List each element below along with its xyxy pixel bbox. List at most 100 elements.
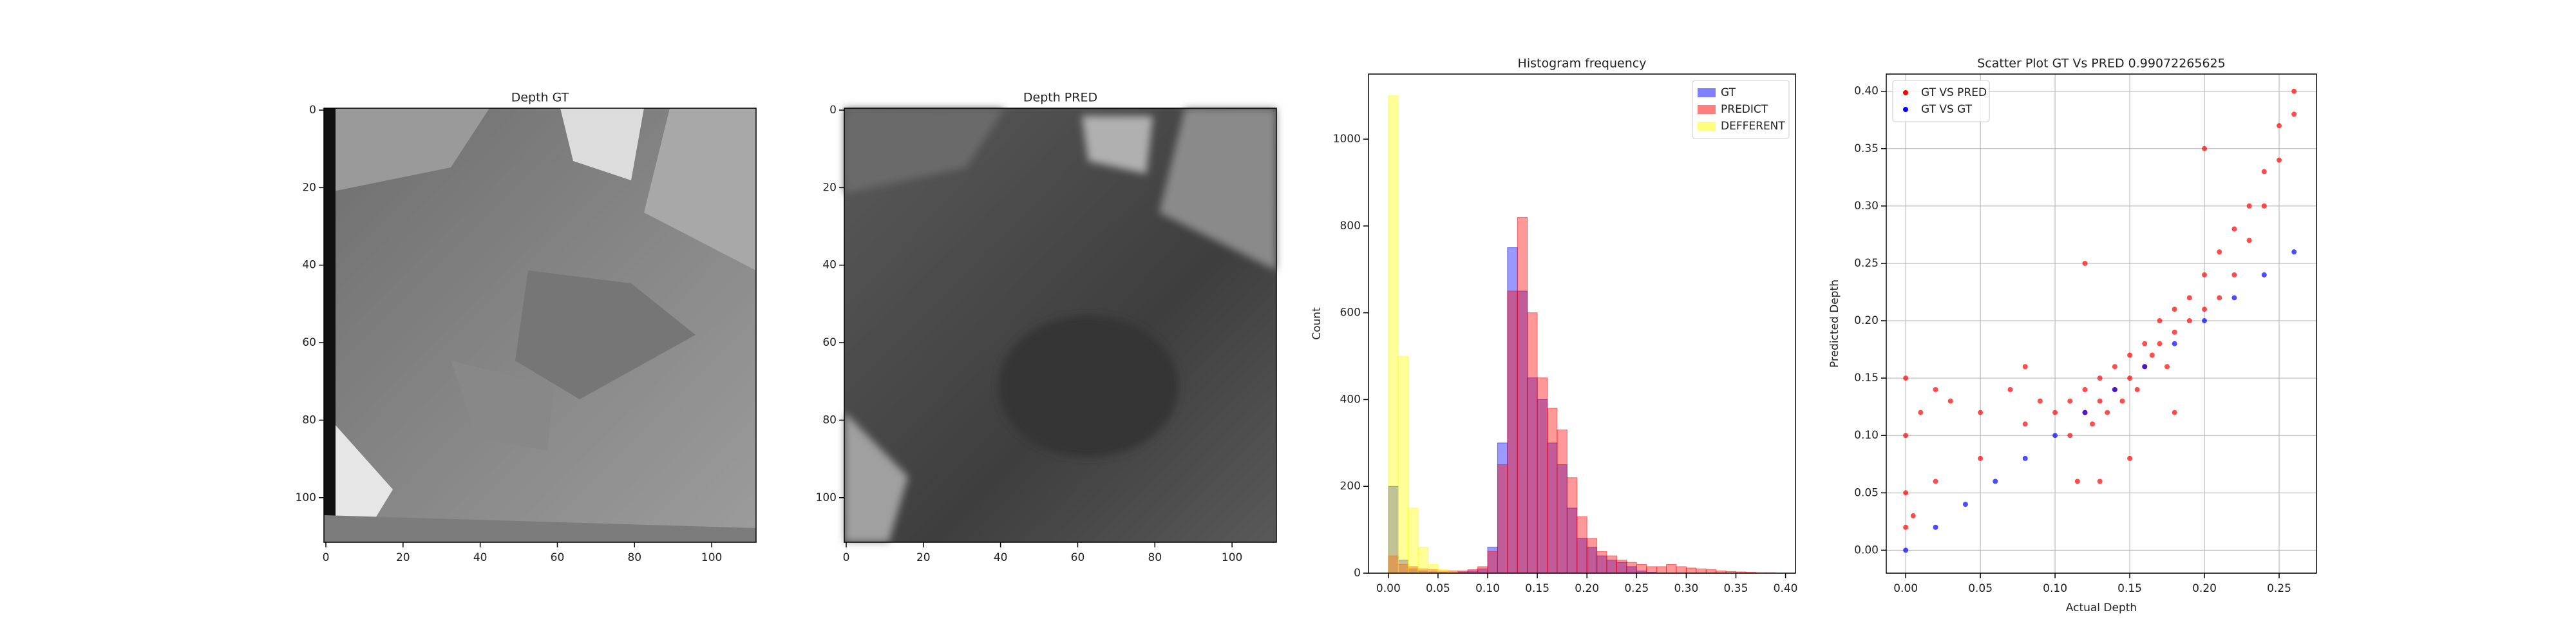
scatter-point	[2127, 455, 2133, 461]
histogram-bar	[1596, 551, 1607, 574]
x-tick-label: 0.20	[1575, 582, 1599, 595]
scatter-point	[2097, 478, 2103, 484]
scatter-point	[2231, 226, 2237, 232]
x-tick-label: 0.25	[1624, 582, 1649, 595]
scatter-point	[2007, 386, 2013, 392]
scatter-point	[2186, 318, 2192, 324]
scatter-point	[2082, 410, 2088, 415]
x-tick-label: 80	[627, 551, 641, 564]
legend-label: GT VS PRED	[1921, 86, 1987, 99]
y-tick-label: 80	[302, 413, 316, 426]
x-tick-label: 100	[1222, 551, 1242, 564]
scatter-point	[2052, 433, 2058, 439]
scatter-point	[2291, 111, 2297, 117]
scatter-point	[2022, 364, 2028, 370]
y-tick-label: 0	[829, 104, 837, 117]
legend-marker	[1903, 90, 1908, 95]
scatter-point	[1903, 433, 1909, 439]
histogram-bar	[1408, 507, 1419, 574]
histogram-bar	[1477, 566, 1488, 574]
scatter-point	[2105, 410, 2110, 415]
y-tick-label: 20	[822, 181, 837, 194]
scatter-point	[2172, 307, 2177, 312]
y-tick-label: 400	[1340, 393, 1361, 406]
x-tick-label: 0.00	[1893, 582, 1918, 595]
scatter-point	[1947, 398, 1953, 404]
x-tick-label: 0.10	[1475, 582, 1500, 595]
y-axis-label: Count	[1311, 307, 1323, 340]
scatter-point	[2127, 352, 2133, 358]
scatter-point	[2067, 398, 2073, 404]
axes-frame	[844, 108, 1277, 543]
scatter-point	[2112, 364, 2117, 370]
axes-frame	[323, 108, 757, 543]
scatter-point	[2202, 272, 2208, 278]
legend-box	[1692, 80, 1790, 139]
histogram-bar	[1577, 516, 1587, 574]
scatter-point	[2291, 88, 2297, 94]
legend-label: PREDICT	[1721, 103, 1768, 116]
scatter-point	[2172, 341, 2177, 346]
chart-title: Depth PRED	[1023, 91, 1097, 105]
histogram-bar	[1487, 551, 1498, 574]
histogram-bar	[1527, 312, 1538, 574]
axes-frame	[1886, 73, 2317, 574]
x-tick-label: 0.15	[2117, 582, 2142, 595]
scatter-point	[2217, 295, 2222, 301]
histogram-bar	[1497, 464, 1508, 574]
scatter-point	[1933, 478, 1938, 484]
scatter-point	[2134, 386, 2140, 392]
y-tick-label: 100	[296, 491, 316, 504]
histogram-bar	[1685, 567, 1697, 574]
y-tick-label: 0.40	[1854, 85, 1879, 98]
scatter-point	[2157, 341, 2163, 346]
y-tick-label: 40	[302, 259, 316, 272]
x-tick-label: 60	[551, 551, 565, 564]
scatter-point	[2022, 455, 2028, 461]
histogram-bar	[1537, 377, 1548, 574]
histogram-bar	[1417, 547, 1429, 574]
scatter-point	[1978, 410, 1984, 415]
legend-marker	[1903, 107, 1908, 112]
scatter-point	[2142, 364, 2148, 370]
y-tick-label: 100	[816, 491, 837, 504]
x-tick-label: 0.40	[1774, 582, 1798, 595]
scatter-point	[1993, 478, 1998, 484]
scatter-point	[1903, 490, 1909, 496]
histogram-bar	[1566, 477, 1578, 574]
x-tick-label: 0.25	[2267, 582, 2291, 595]
legend-patch	[1698, 122, 1716, 131]
chart-title: Scatter Plot GT Vs PRED 0.99072265625	[1977, 57, 2226, 71]
y-tick-label: 0	[309, 104, 316, 117]
y-tick-label: 80	[822, 413, 837, 426]
scatter-point	[2097, 398, 2103, 404]
scatter-point	[2231, 295, 2237, 301]
y-tick-label: 0.35	[1854, 142, 1879, 155]
scatter-point	[2090, 421, 2096, 427]
histogram-bar	[1636, 564, 1647, 574]
x-tick-label: 40	[994, 551, 1008, 564]
depth-gt-image	[324, 108, 756, 542]
y-tick-label: 0.20	[1854, 314, 1879, 327]
y-tick-label: 0.15	[1854, 372, 1879, 384]
x-tick-label: 80	[1148, 551, 1162, 564]
scatter-point	[1978, 455, 1984, 461]
x-tick-label: 0.30	[1674, 582, 1698, 595]
scatter-point	[2172, 329, 2177, 335]
x-tick-label: 0.35	[1724, 582, 1748, 595]
x-tick-label: 100	[701, 551, 722, 564]
x-tick-label: 0.20	[2192, 582, 2217, 595]
histogram-bar	[1388, 95, 1399, 574]
histogram-bar	[1616, 560, 1627, 574]
scatter-point	[2119, 398, 2125, 404]
scatter-point	[2157, 318, 2163, 324]
scatter-point	[2112, 386, 2117, 392]
y-tick-label: 0.30	[1854, 200, 1879, 213]
x-tick-label: 0.00	[1376, 582, 1401, 595]
x-tick-label: 0	[323, 551, 330, 564]
legend-label: GT	[1721, 86, 1736, 99]
x-tick-label: 0.15	[1525, 582, 1549, 595]
y-tick-label: 60	[822, 336, 837, 349]
scatter-point	[1903, 524, 1909, 530]
